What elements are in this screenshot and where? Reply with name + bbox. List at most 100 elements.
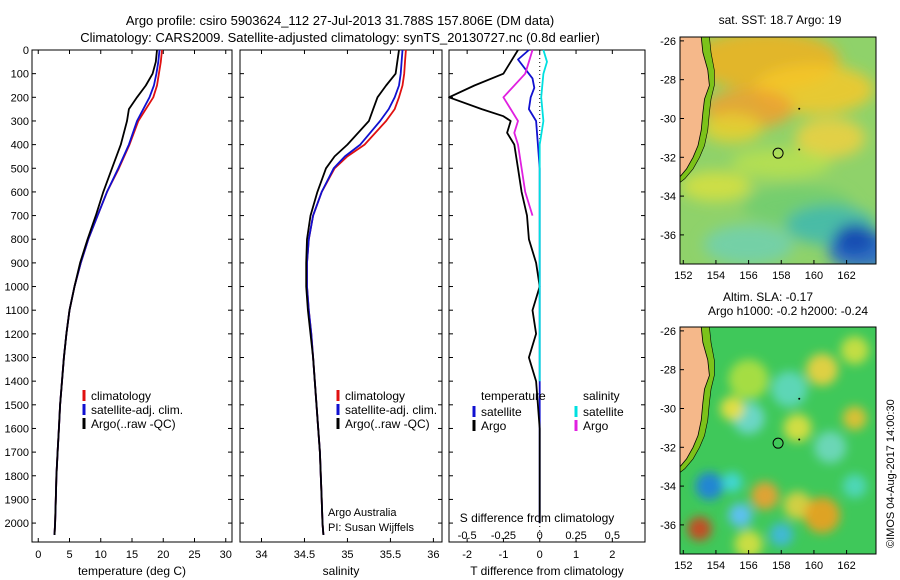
lat-tick-label: -30 — [660, 403, 676, 415]
sla-map-title-line2: Argo h1000: -0.2 h2000: -0.24 — [708, 304, 868, 318]
lat-tick-label: -36 — [660, 230, 676, 242]
depth-tick-label: 300 — [11, 116, 29, 128]
s-tick-label: -0.25 — [491, 530, 516, 542]
depth-tick-label: 1700 — [5, 447, 29, 459]
sla-eddy — [720, 396, 745, 421]
difference-series-salinity-satellite — [538, 49, 548, 382]
sla-eddy — [842, 474, 867, 499]
island-dot — [798, 438, 801, 441]
sst-patch — [703, 224, 794, 264]
legend-salinity-title: salinity — [583, 389, 620, 403]
sla-map-land — [680, 327, 710, 467]
legend-label: climatology — [91, 389, 151, 403]
salinity-series-satellite-adj-clim- — [306, 49, 404, 535]
difference-series-temperature-satellite — [517, 49, 541, 524]
island-dot — [798, 107, 801, 110]
lat-tick-label: -34 — [660, 481, 676, 493]
depth-tick-label: 1200 — [5, 329, 29, 341]
lon-tick-label: 156 — [739, 560, 757, 572]
x-tick-label: 25 — [188, 549, 200, 561]
sst-patch — [795, 117, 866, 158]
sla-eddy — [814, 431, 847, 464]
lat-tick-label: -28 — [660, 75, 676, 87]
sst-patch — [702, 113, 763, 144]
temperature-frame — [31, 49, 233, 543]
lon-tick-label: 162 — [837, 270, 855, 282]
x-tick-label: 34.5 — [294, 549, 315, 561]
s-tick-label: 0 — [537, 530, 543, 542]
legend-label: climatology — [345, 389, 405, 403]
sla-eddy — [728, 359, 769, 400]
sst-patch — [731, 148, 832, 179]
sst-patch — [834, 223, 875, 254]
depth-tick-label: 500 — [11, 163, 29, 175]
lon-tick-label: 154 — [707, 270, 725, 282]
lat-tick-label: -28 — [660, 365, 676, 377]
lon-tick-label: 162 — [837, 560, 855, 572]
sla-eddy — [722, 472, 743, 493]
x-tick-label: 30 — [220, 549, 232, 561]
s-tick-label: -0.5 — [458, 530, 477, 542]
salinity-frame — [239, 49, 443, 543]
lat-tick-label: -26 — [660, 36, 676, 48]
depth-tick-label: 1900 — [5, 494, 29, 506]
depth-tick-label: 200 — [11, 92, 29, 104]
depth-tick-label: 1500 — [5, 400, 29, 412]
difference-xlabel-top: S difference from climatology — [460, 511, 615, 525]
lat-tick-label: -30 — [660, 113, 676, 125]
sla-eddy — [687, 516, 712, 541]
sla-eddy — [734, 530, 763, 554]
lon-tick-label: 154 — [707, 560, 725, 572]
x-tick-label: 34 — [255, 549, 267, 561]
difference-panel: -2 -1 0 1 2 T difference from climatology S di… — [448, 49, 646, 578]
x-tick-label: 1 — [573, 549, 579, 561]
legend-label: Argo — [481, 419, 507, 433]
island-dot — [798, 148, 801, 151]
sla-eddy — [840, 336, 869, 365]
s-tick-label: 0.25 — [565, 530, 586, 542]
sst-map-coastline — [680, 37, 710, 177]
depth-tick-label: 700 — [11, 211, 29, 223]
depth-tick-label: 800 — [11, 234, 29, 246]
lon-tick-label: 160 — [805, 560, 823, 572]
sla-eddy — [783, 413, 812, 442]
x-tick-label: 36 — [427, 549, 439, 561]
depth-tick-label: 900 — [11, 258, 29, 270]
sst-map-field — [680, 37, 876, 264]
x-tick-label: 35 — [341, 549, 353, 561]
sla-eddy — [804, 497, 841, 534]
sla-map-argo-marker — [772, 437, 784, 449]
difference-series-salinity-argo — [502, 49, 534, 216]
depth-tick-label: 1000 — [5, 282, 29, 294]
depth-tick-label: 1100 — [5, 305, 29, 317]
island-dot — [798, 397, 801, 400]
legend-label: satellite-adj. clim. — [345, 403, 437, 417]
sla-map: 152 154 156 158 160 162 -26 -28 -30 -32 -34 -36 Alti… — [660, 290, 877, 572]
sla-map-field — [680, 327, 876, 554]
sst-map-title: sat. SST: 18.7 Argo: 19 — [719, 13, 842, 27]
depth-tick-label: 1800 — [5, 471, 29, 483]
depth-tick-label: 1300 — [5, 353, 29, 365]
depth-tick-label: 400 — [11, 140, 29, 152]
sst-map-frame — [679, 36, 877, 265]
x-tick-label: 0 — [537, 549, 543, 561]
x-tick-label: 5 — [66, 549, 72, 561]
difference-frame — [448, 49, 646, 543]
sla-map-shelf-contour — [680, 327, 715, 473]
sla-eddy — [842, 406, 867, 431]
x-tick-label: 20 — [157, 549, 169, 561]
sst-map: 152 154 156 158 160 162 -26 -28 -30 -32 -34 -36 sat.… — [660, 13, 877, 282]
x-tick-label: 15 — [126, 549, 138, 561]
lon-tick-label: 158 — [772, 270, 790, 282]
lat-tick-label: -36 — [660, 520, 676, 532]
figure-title-line2: Climatology: CARS2009. Satellite-adjuste… — [80, 30, 600, 45]
lat-tick-label: -34 — [660, 191, 676, 203]
lon-tick-label: 152 — [674, 270, 692, 282]
legend-label: satellite-adj. clim. — [91, 403, 183, 417]
sst-map-land — [680, 37, 710, 177]
depth-tick-label: 2000 — [5, 518, 29, 530]
sla-eddy — [771, 371, 808, 408]
sla-eddy — [750, 481, 779, 510]
x-tick-label: -1 — [499, 549, 509, 561]
